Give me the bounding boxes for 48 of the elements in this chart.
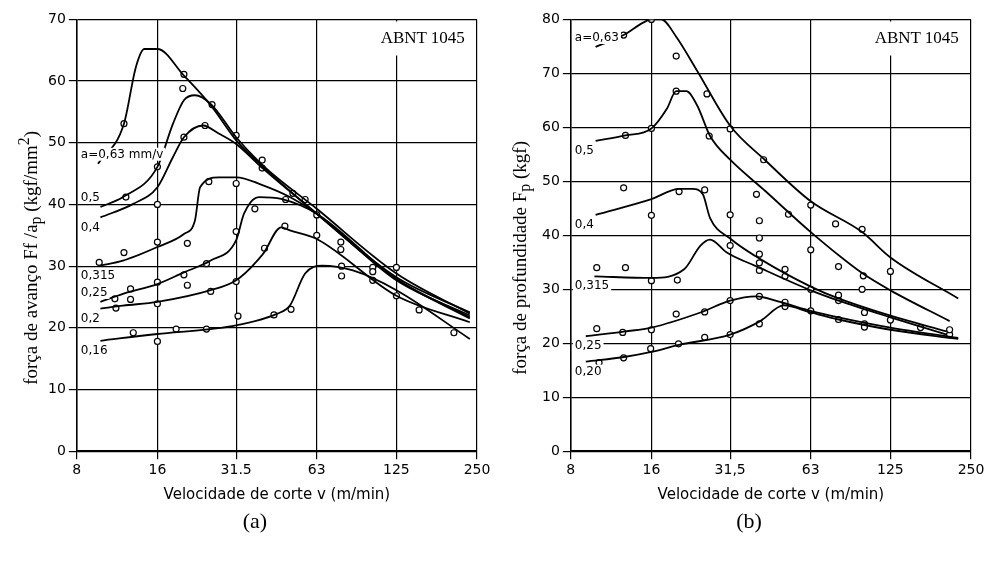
y-tick-label: 40 xyxy=(541,225,560,242)
y-tick-label: 0 xyxy=(56,441,66,458)
y-tick-label: 10 xyxy=(47,380,66,397)
x-tick-label: 250 xyxy=(957,461,985,478)
y-tick-label: 0 xyxy=(550,441,560,458)
y-tick-label: 40 xyxy=(47,195,66,212)
series-label: 0,4 xyxy=(574,216,594,231)
series-label: 0,5 xyxy=(574,142,594,157)
series-label: 0,2 xyxy=(80,310,100,325)
y-tick-label: 30 xyxy=(47,256,66,273)
x-tick-label: 8 xyxy=(72,461,82,478)
y-tick-label: 20 xyxy=(541,333,560,350)
x-tick-label: 63 xyxy=(307,461,326,478)
y-tick-label: 70 xyxy=(541,64,560,81)
x-tick-label: 8 xyxy=(566,461,576,478)
x-tick-label: 31,5 xyxy=(714,461,746,478)
x-axis-title: Velocidade de corte v (m/min) xyxy=(657,484,885,503)
y-tick-label: 50 xyxy=(541,171,560,188)
x-tick-label: 31.5 xyxy=(220,461,252,478)
series-label: 0,25 xyxy=(80,285,108,300)
x-axis-title: Velocidade de corte v (m/min) xyxy=(163,484,391,503)
y-tick-label: 70 xyxy=(47,10,66,27)
series-label: 0,20 xyxy=(574,363,602,378)
series-label: a=0,63 mm/v xyxy=(80,146,164,161)
text: (a) xyxy=(242,508,268,534)
series-label: 0,5 xyxy=(80,190,100,205)
text: (b) xyxy=(736,508,762,534)
y-tick-label: 80 xyxy=(541,10,560,27)
series-label: 0,16 xyxy=(80,342,108,357)
y-tick-label: 60 xyxy=(541,117,560,134)
y-tick-label: 30 xyxy=(541,279,560,296)
y-tick-label: 20 xyxy=(47,318,66,335)
series-label: 0,4 xyxy=(80,219,100,234)
series-label: 0,315 xyxy=(80,267,116,282)
series-label: 0,315 xyxy=(574,278,610,293)
y-tick-label: 60 xyxy=(47,71,66,88)
series-label: a=0,63 xyxy=(574,30,619,45)
x-tick-label: 125 xyxy=(877,461,904,478)
series-label: 0,25 xyxy=(574,338,602,353)
x-tick-label: 250 xyxy=(463,461,491,478)
annotation: ABNT 1045 xyxy=(380,27,465,47)
x-tick-label: 16 xyxy=(642,461,661,478)
x-tick-label: 16 xyxy=(148,461,167,478)
x-tick-label: 63 xyxy=(801,461,820,478)
y-tick-label: 50 xyxy=(47,133,66,150)
x-tick-label: 125 xyxy=(383,461,410,478)
annotation: ABNT 1045 xyxy=(874,27,959,47)
y-tick-label: 10 xyxy=(541,387,560,404)
